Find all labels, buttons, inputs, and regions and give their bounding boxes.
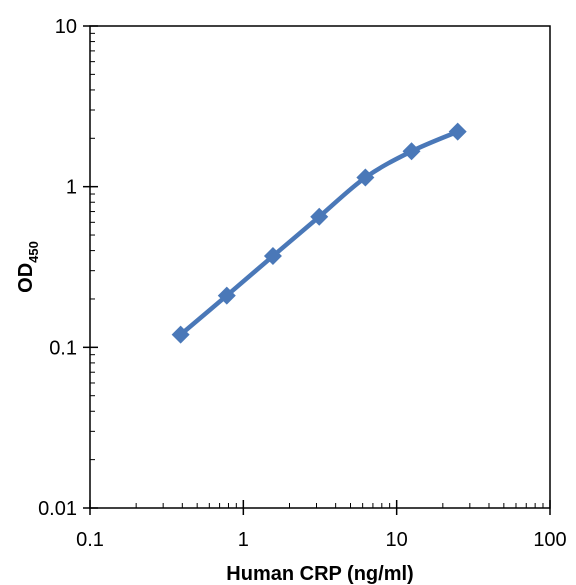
y-tick-label: 0.01 <box>38 498 77 520</box>
data-point <box>171 325 190 344</box>
data-point <box>263 247 282 266</box>
data-point <box>310 207 329 226</box>
y-tick-label: 10 <box>55 16 77 38</box>
x-tick-label: 10 <box>386 529 408 551</box>
minor-ticks <box>90 32 544 508</box>
x-tick-label: 0.1 <box>76 529 104 551</box>
data-point <box>356 168 375 187</box>
series-line <box>178 129 460 337</box>
x-tick-label: 100 <box>533 529 566 551</box>
y-tick-label: 0.1 <box>49 337 77 359</box>
x-tick-label: 1 <box>238 529 249 551</box>
y-tick-label: 1 <box>66 177 77 199</box>
y-axis-title: OD450 <box>15 241 41 293</box>
data-point <box>448 122 467 141</box>
x-axis-title: Human CRP (ng/ml) <box>226 563 413 585</box>
major-ticks <box>83 25 551 515</box>
data-point <box>402 142 421 161</box>
data-point <box>217 286 236 305</box>
plot-area <box>89 25 551 509</box>
data-markers <box>171 122 467 344</box>
y-axis-title-subscript: 450 <box>26 241 41 263</box>
y-tick-labels: 0.01 0.1 1 10 <box>38 16 77 520</box>
x-tick-labels: 0.1 1 10 100 <box>76 529 567 551</box>
y-axis-title-main: OD <box>15 263 37 293</box>
